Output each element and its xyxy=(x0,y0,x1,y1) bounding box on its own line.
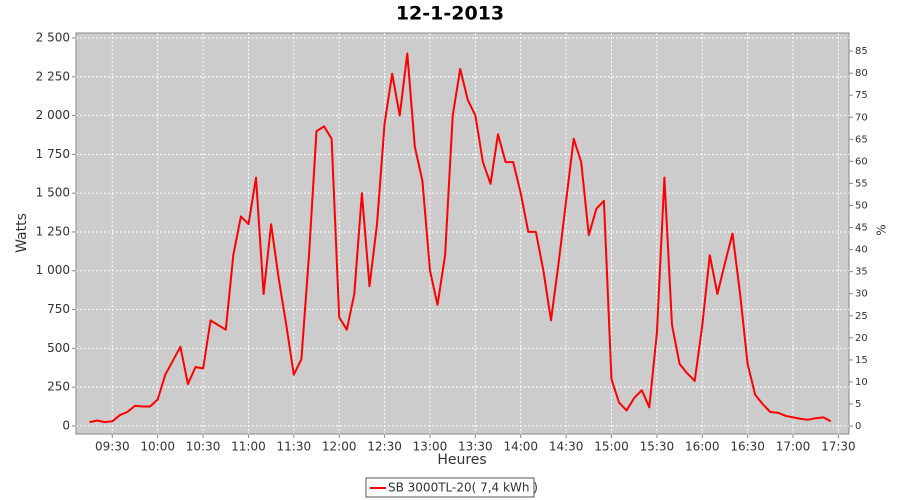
y-tick-label: 2 250 xyxy=(36,69,70,83)
x-tick-label: 10:30 xyxy=(186,440,221,454)
x-tick-label: 17:30 xyxy=(821,440,856,454)
y-tick-label: 2 000 xyxy=(36,108,70,122)
x-tick-label: 17:00 xyxy=(776,440,811,454)
y-tick-label: 1 250 xyxy=(36,224,70,238)
y2-axis-label: % xyxy=(875,224,889,235)
x-axis-label: Heures xyxy=(437,452,486,468)
y-tick-label: 1 000 xyxy=(36,263,70,277)
y2-tick-label: 5 xyxy=(855,399,861,410)
y-tick-label: 500 xyxy=(47,341,70,355)
y-tick-label: 750 xyxy=(47,302,70,316)
plot-area xyxy=(75,32,850,435)
y-tick-label: 2 500 xyxy=(36,30,70,44)
x-tick-label: 15:30 xyxy=(640,440,675,454)
legend-label: SB 3000TL-20( 7,4 kWh ) xyxy=(388,481,538,495)
y2-tick-label: 10 xyxy=(855,377,868,388)
y2-tick-label: 25 xyxy=(855,311,868,322)
y2-tick-label: 55 xyxy=(855,178,868,189)
y2-tick-label: 35 xyxy=(855,267,868,278)
x-tick-label: 14:30 xyxy=(549,440,584,454)
y-tick-label: 1 500 xyxy=(36,186,70,200)
y2-tick-label: 60 xyxy=(855,156,868,167)
x-tick-label: 16:30 xyxy=(730,440,765,454)
y2-tick-label: 0 xyxy=(855,421,861,432)
x-tick-label: 09:30 xyxy=(95,440,130,454)
data-line xyxy=(89,52,832,424)
y2-tick-label: 85 xyxy=(855,46,868,57)
y2-tick-label: 65 xyxy=(855,134,868,145)
legend xyxy=(365,477,535,498)
y-axis-label: Watts xyxy=(14,213,30,253)
y2-tick-label: 15 xyxy=(855,355,868,366)
x-tick-label: 11:00 xyxy=(231,440,266,454)
x-tick-label: 15:00 xyxy=(594,440,629,454)
x-tick-label: 13:00 xyxy=(413,440,448,454)
x-tick-label: 14:00 xyxy=(503,440,538,454)
y2-tick-label: 80 xyxy=(855,68,868,79)
x-tick-label: 16:00 xyxy=(685,440,720,454)
y2-tick-label: 20 xyxy=(855,333,868,344)
y2-tick-label: 75 xyxy=(855,90,868,101)
x-tick-label: 13:30 xyxy=(458,440,493,454)
y2-tick-label: 40 xyxy=(855,245,868,256)
y2-tick-label: 30 xyxy=(855,289,868,300)
y-tick-label: 250 xyxy=(47,380,70,394)
y2-tick-label: 70 xyxy=(855,112,868,123)
x-tick-label: 12:30 xyxy=(367,440,402,454)
y-tick-label: 1 750 xyxy=(36,147,70,161)
x-tick-label: 12:00 xyxy=(322,440,357,454)
y2-tick-label: 45 xyxy=(855,223,868,234)
chart-title: 12-1-2013 xyxy=(396,3,504,25)
x-tick-label: 11:30 xyxy=(277,440,312,454)
y-tick-label: 0 xyxy=(62,418,70,432)
y2-tick-label: 50 xyxy=(855,200,868,211)
x-tick-label: 10:00 xyxy=(140,440,175,454)
